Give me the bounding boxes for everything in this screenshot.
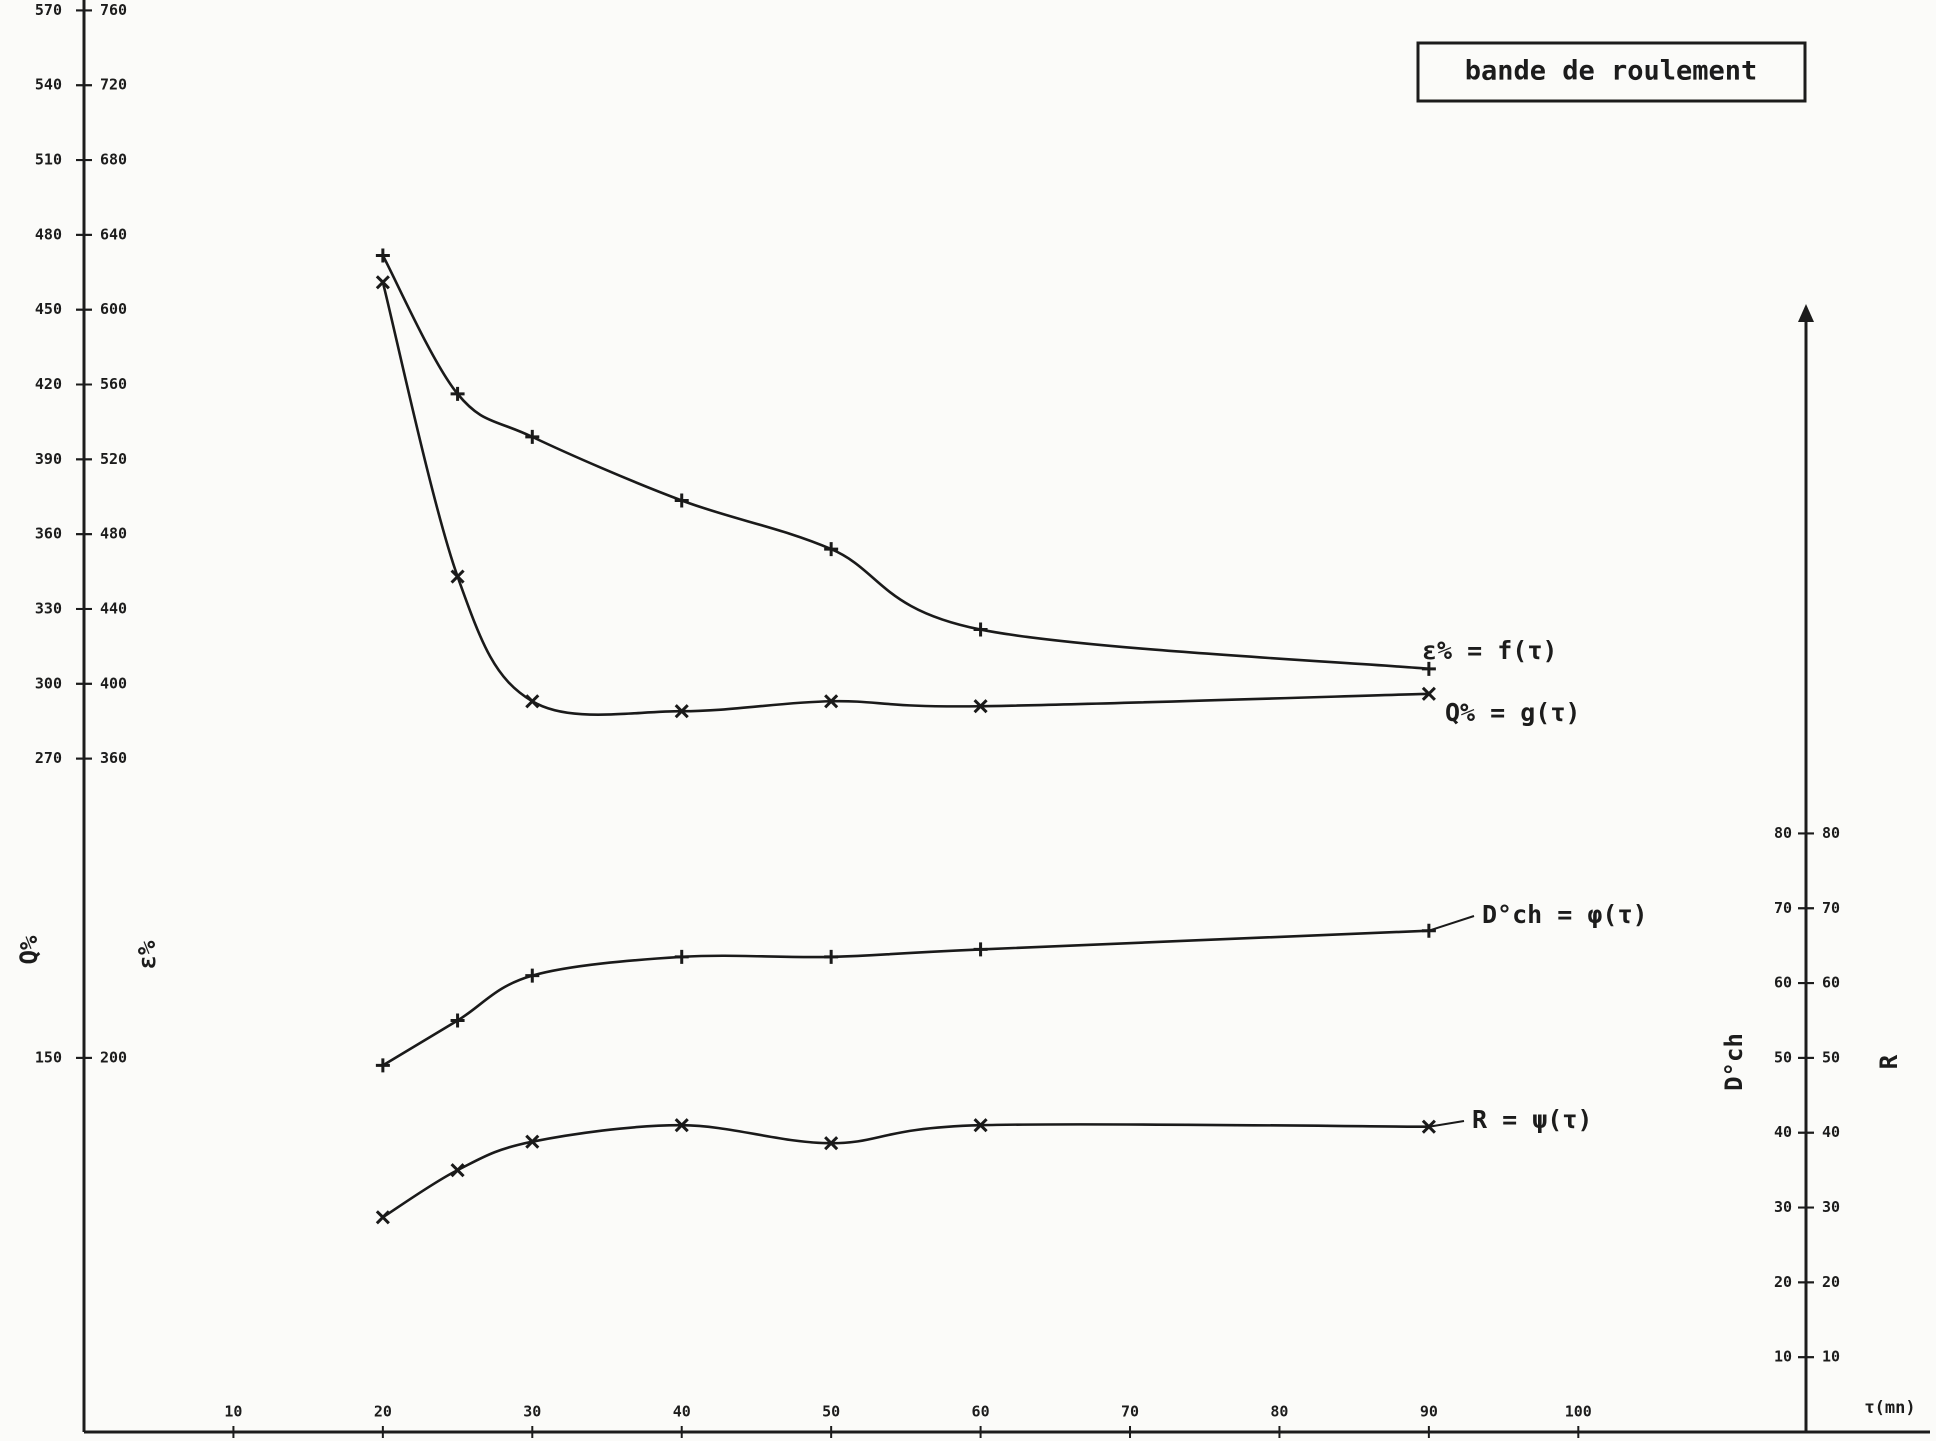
y4-axis-label: R xyxy=(1875,1054,1903,1069)
chart: bande de roulement Q% ε% D°ch R τ(mn) 10… xyxy=(0,0,1936,1441)
y-tick-label: 720 xyxy=(100,76,127,94)
paper xyxy=(0,0,1936,1441)
x-tick-label: 50 xyxy=(822,1403,840,1421)
y-tick-label: 540 xyxy=(35,76,62,94)
y-tick-label: 570 xyxy=(35,1,62,19)
y-tick-label: 80 xyxy=(1774,824,1792,842)
y-tick-label: 440 xyxy=(100,599,127,617)
series-label: D°ch = φ(τ) xyxy=(1482,900,1648,929)
x-tick-label: 60 xyxy=(972,1403,990,1421)
x-tick-label: 40 xyxy=(673,1403,691,1421)
y-tick-label: 390 xyxy=(35,450,62,468)
y-tick-label: 560 xyxy=(100,375,127,393)
x-axis-label: τ(mn) xyxy=(1864,1398,1915,1418)
y-tick-label: 60 xyxy=(1774,974,1792,992)
y3-axis-label: D°ch xyxy=(1720,1033,1748,1091)
y-tick-label: 640 xyxy=(100,225,127,243)
y-tick-label: 330 xyxy=(35,599,62,617)
y-tick-label: 70 xyxy=(1774,899,1792,917)
x-tick-label: 80 xyxy=(1270,1403,1288,1421)
y-tick-label: 20 xyxy=(1774,1273,1792,1291)
x-tick-label: 90 xyxy=(1420,1403,1438,1421)
y-tick-label: 50 xyxy=(1774,1048,1792,1066)
y-tick-label: 450 xyxy=(35,300,62,318)
y-tick-label: 680 xyxy=(100,151,127,169)
y-tick-label: 480 xyxy=(100,525,127,543)
series-label: R = ψ(τ) xyxy=(1472,1105,1592,1134)
y-tick-label: 360 xyxy=(35,525,62,543)
y-tick-label: 510 xyxy=(35,151,62,169)
y-tick-label: 600 xyxy=(100,300,127,318)
y-tick-label: 30 xyxy=(1774,1198,1792,1216)
series-label: ε% = f(τ) xyxy=(1422,636,1557,665)
y-tick-label: 150 xyxy=(35,1048,62,1066)
chart-title: bande de roulement xyxy=(1465,56,1758,87)
y-tick-label: 70 xyxy=(1822,899,1840,917)
y-tick-label: 40 xyxy=(1822,1123,1840,1141)
series-label: Q% = g(τ) xyxy=(1445,698,1580,727)
y-tick-label: 10 xyxy=(1822,1348,1840,1366)
y-tick-label: 30 xyxy=(1822,1198,1840,1216)
y2-axis-label: ε% xyxy=(133,940,161,969)
y-tick-label: 400 xyxy=(100,674,127,692)
x-tick-label: 100 xyxy=(1565,1403,1592,1421)
y-axis-label: Q% xyxy=(15,935,43,964)
y-tick-label: 760 xyxy=(100,1,127,19)
y-tick-label: 60 xyxy=(1822,974,1840,992)
y-tick-label: 10 xyxy=(1774,1348,1792,1366)
x-tick-label: 20 xyxy=(374,1403,392,1421)
y-tick-label: 300 xyxy=(35,674,62,692)
y-tick-label: 80 xyxy=(1822,824,1840,842)
x-tick-label: 30 xyxy=(523,1403,541,1421)
x-tick-label: 70 xyxy=(1121,1403,1139,1421)
y-tick-label: 40 xyxy=(1774,1123,1792,1141)
y-tick-label: 360 xyxy=(100,749,127,767)
y-tick-label: 270 xyxy=(35,749,62,767)
y-tick-label: 520 xyxy=(100,450,127,468)
y-tick-label: 420 xyxy=(35,375,62,393)
y-tick-label: 480 xyxy=(35,225,62,243)
y-tick-label: 200 xyxy=(100,1048,127,1066)
y-tick-label: 20 xyxy=(1822,1273,1840,1291)
x-tick-label: 10 xyxy=(224,1403,242,1421)
y-tick-label: 50 xyxy=(1822,1048,1840,1066)
